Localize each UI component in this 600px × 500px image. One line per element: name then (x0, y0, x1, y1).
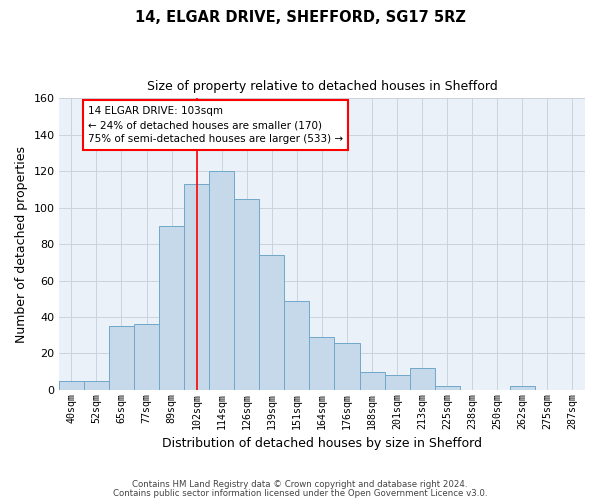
Bar (134, 324, 159, 390)
Bar (59, 381, 84, 390)
X-axis label: Distribution of detached houses by size in Shefford: Distribution of detached houses by size … (162, 437, 482, 450)
Bar (434, 386, 460, 390)
Text: Contains HM Land Registry data © Crown copyright and database right 2024.: Contains HM Land Registry data © Crown c… (132, 480, 468, 489)
Bar (284, 300, 310, 390)
Bar (410, 368, 434, 390)
Bar (109, 326, 134, 390)
Bar (184, 184, 209, 390)
Bar (359, 372, 385, 390)
Bar (159, 226, 184, 390)
Bar (259, 255, 284, 390)
Bar (310, 337, 334, 390)
Bar (84, 381, 109, 390)
Y-axis label: Number of detached properties: Number of detached properties (15, 146, 28, 342)
Bar (385, 376, 410, 390)
Bar (334, 342, 359, 390)
Title: Size of property relative to detached houses in Shefford: Size of property relative to detached ho… (146, 80, 497, 93)
Bar (209, 171, 234, 390)
Text: Contains public sector information licensed under the Open Government Licence v3: Contains public sector information licen… (113, 488, 487, 498)
Text: 14 ELGAR DRIVE: 103sqm
← 24% of detached houses are smaller (170)
75% of semi-de: 14 ELGAR DRIVE: 103sqm ← 24% of detached… (88, 106, 343, 144)
Bar (234, 198, 259, 390)
Bar (510, 386, 535, 390)
Text: 14, ELGAR DRIVE, SHEFFORD, SG17 5RZ: 14, ELGAR DRIVE, SHEFFORD, SG17 5RZ (134, 10, 466, 25)
